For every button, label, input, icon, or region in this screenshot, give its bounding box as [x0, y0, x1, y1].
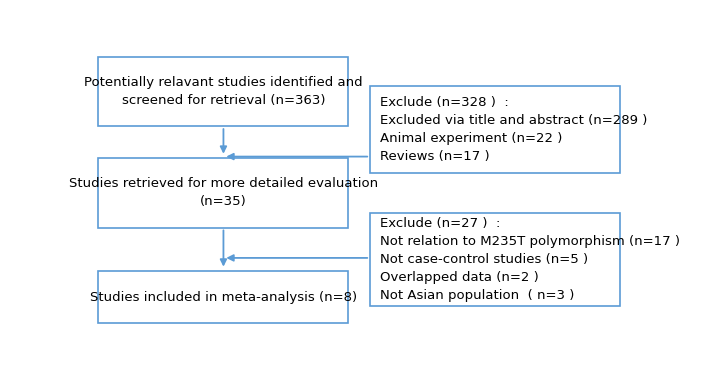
- Text: Exclude (n=27 )  :
Not relation to M235T polymorphism (n=17 )
Not case-control s: Exclude (n=27 ) : Not relation to M235T …: [380, 217, 680, 302]
- Text: Potentially relavant studies identified and
screened for retrieval (n=363): Potentially relavant studies identified …: [84, 76, 362, 107]
- Text: Exclude (n=328 )  :
Excluded via title and abstract (n=289 )
Animal experiment (: Exclude (n=328 ) : Excluded via title an…: [380, 96, 647, 162]
- FancyBboxPatch shape: [98, 158, 348, 227]
- FancyBboxPatch shape: [98, 271, 348, 323]
- FancyBboxPatch shape: [98, 57, 348, 126]
- Text: Studies retrieved for more detailed evaluation
(n=35): Studies retrieved for more detailed eval…: [69, 177, 378, 208]
- FancyBboxPatch shape: [370, 213, 620, 306]
- Text: Studies included in meta-analysis (n=8): Studies included in meta-analysis (n=8): [90, 291, 357, 303]
- FancyBboxPatch shape: [370, 86, 620, 173]
